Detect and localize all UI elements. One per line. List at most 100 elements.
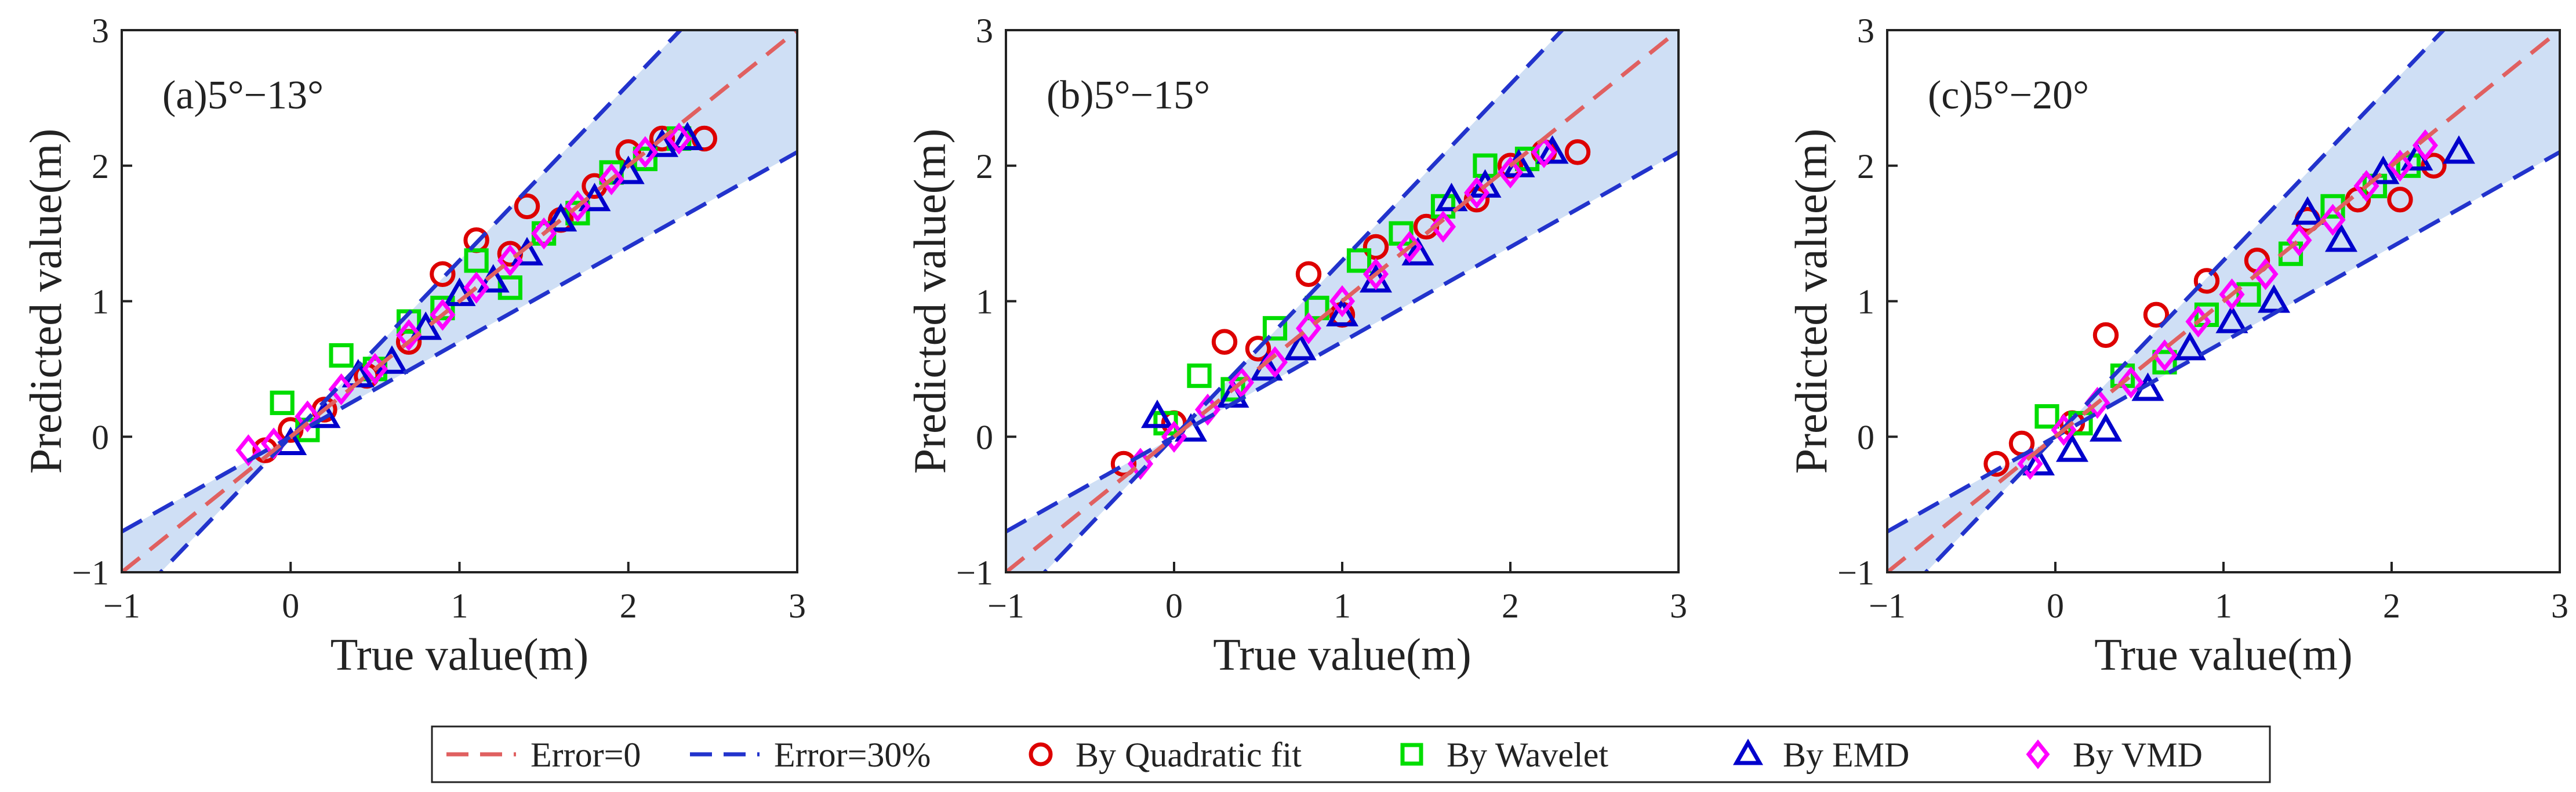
y-axis-label: Predicted value(m): [1786, 129, 1836, 474]
point-vmd: [235, 434, 261, 467]
x-axis-label: True value(m): [1213, 629, 1472, 680]
point-vmd: [2017, 448, 2043, 480]
x-axis-label: True value(m): [2094, 629, 2353, 680]
legend-label: Error=30%: [774, 736, 931, 774]
point-wavelet: [565, 201, 590, 226]
point-vmd: [666, 122, 692, 155]
legend-item-error30: Error=30%: [690, 736, 931, 774]
x-axis-label: True value(m): [330, 629, 589, 680]
error-0-line: [1006, 30, 1678, 572]
y-tick-label: 3: [92, 12, 109, 50]
legend-label: By EMD: [1783, 736, 1909, 774]
point-emd: [443, 277, 476, 306]
error-30-lower-line: [122, 150, 797, 533]
point-wavelet: [329, 343, 354, 368]
legend-marker-swatch: [1029, 742, 1053, 766]
series-emd: [274, 121, 704, 455]
point-emd: [2022, 446, 2055, 475]
legend: Error=0 Error=30% By Quadratic fit By Wavel…: [431, 725, 2271, 783]
x-tick-label: 3: [2551, 587, 2568, 625]
x-tick-label: 2: [1502, 587, 1519, 625]
point-emd: [1140, 399, 1174, 428]
panel-1: −1−1 0 0 1 1 2 2 3 3 True value(m) Predicted value…: [20, 12, 806, 680]
point-quadratic: [1564, 139, 1591, 165]
x-tick-label: 3: [1670, 587, 1687, 625]
point-quadratic: [514, 193, 540, 220]
point-vmd: [2152, 339, 2178, 372]
point-emd: [2089, 413, 2123, 442]
plot-area: [122, 30, 797, 572]
point-quadratic: [430, 261, 456, 287]
point-quadratic: [1245, 336, 1271, 362]
point-quadratic: [2387, 186, 2413, 213]
point-quadratic: [1110, 451, 1137, 477]
point-emd: [2173, 332, 2207, 361]
point-wavelet: [497, 275, 522, 300]
point-emd: [671, 121, 704, 150]
point-wavelet: [2236, 282, 2261, 307]
x-tick-label: −1: [1869, 587, 1906, 625]
point-vmd: [632, 136, 658, 168]
point-quadratic: [1295, 261, 1322, 287]
point-wavelet: [2152, 350, 2177, 375]
error-30-lower-line: [1887, 150, 2560, 533]
y-tick-label: 1: [92, 283, 109, 321]
error-30-upper-line: [1042, 30, 1565, 572]
point-wavelet: [1187, 363, 1212, 388]
panel-3: −1−1 0 0 1 1 2 2 3 3 True value(m) Predicted value…: [1786, 12, 2568, 680]
x-tick-label: 1: [1334, 587, 1351, 625]
point-vmd: [1262, 346, 1288, 379]
point-emd: [409, 311, 442, 340]
point-emd: [544, 203, 577, 232]
panel-title: (c)5°−20°: [1928, 73, 2089, 118]
point-wavelet: [2396, 153, 2421, 178]
plot-area: [1006, 30, 1678, 572]
point-emd: [2215, 304, 2248, 333]
point-quadratic: [1363, 234, 1389, 260]
y-tick-label: 2: [92, 147, 109, 186]
legend-marker-swatch: [1732, 738, 1764, 765]
y-axis-label: Predicted value(m): [904, 129, 955, 474]
point-vmd: [2118, 366, 2144, 399]
y-tick-label: 1: [976, 283, 993, 321]
point-vmd: [463, 271, 489, 304]
legend-item-error0: Error=0: [446, 736, 641, 774]
y-tick-label: 2: [976, 147, 993, 186]
x-tick-label: −1: [987, 587, 1024, 625]
point-vmd: [2252, 258, 2279, 290]
y-tick-label: −1: [956, 554, 993, 592]
point-quadratic: [2092, 322, 2119, 348]
x-tick-label: 1: [2215, 587, 2232, 625]
y-tick-label: −1: [1837, 554, 1874, 592]
point-wavelet: [2034, 404, 2059, 429]
panel-title: (b)5°−15°: [1047, 73, 1210, 118]
point-wavelet: [430, 296, 455, 321]
point-emd: [2291, 196, 2324, 225]
point-emd: [2367, 155, 2400, 184]
error-0-line: [1887, 30, 2560, 572]
x-tick-label: 0: [1165, 587, 1183, 625]
point-quadratic: [2193, 268, 2220, 294]
point-wavelet: [1305, 296, 1329, 321]
point-vmd: [1430, 210, 1456, 243]
point-emd: [2442, 135, 2476, 164]
legend-item-wavelet: By Wavelet: [1400, 736, 1608, 774]
point-vmd: [2286, 224, 2312, 256]
point-vmd: [430, 299, 456, 331]
y-tick-label: 2: [1857, 147, 1874, 186]
legend-label: By Wavelet: [1447, 736, 1608, 774]
point-vmd: [2412, 129, 2439, 162]
error-30-lower-line: [1006, 150, 1678, 533]
y-tick-label: 0: [1857, 418, 1874, 456]
point-wavelet: [270, 390, 295, 415]
point-emd: [1284, 332, 1317, 361]
x-tick-label: 2: [2383, 587, 2400, 625]
point-quadratic: [649, 125, 675, 152]
point-vmd: [1497, 156, 1524, 189]
point-emd: [612, 155, 645, 184]
legend-item-quadratic: By Quadratic fit: [1029, 736, 1302, 774]
y-tick-label: 0: [92, 418, 109, 456]
point-quadratic: [1983, 451, 2010, 477]
panel-2: −1−1 0 0 1 1 2 2 3 3 True value(m) Predicted value…: [904, 12, 1687, 680]
